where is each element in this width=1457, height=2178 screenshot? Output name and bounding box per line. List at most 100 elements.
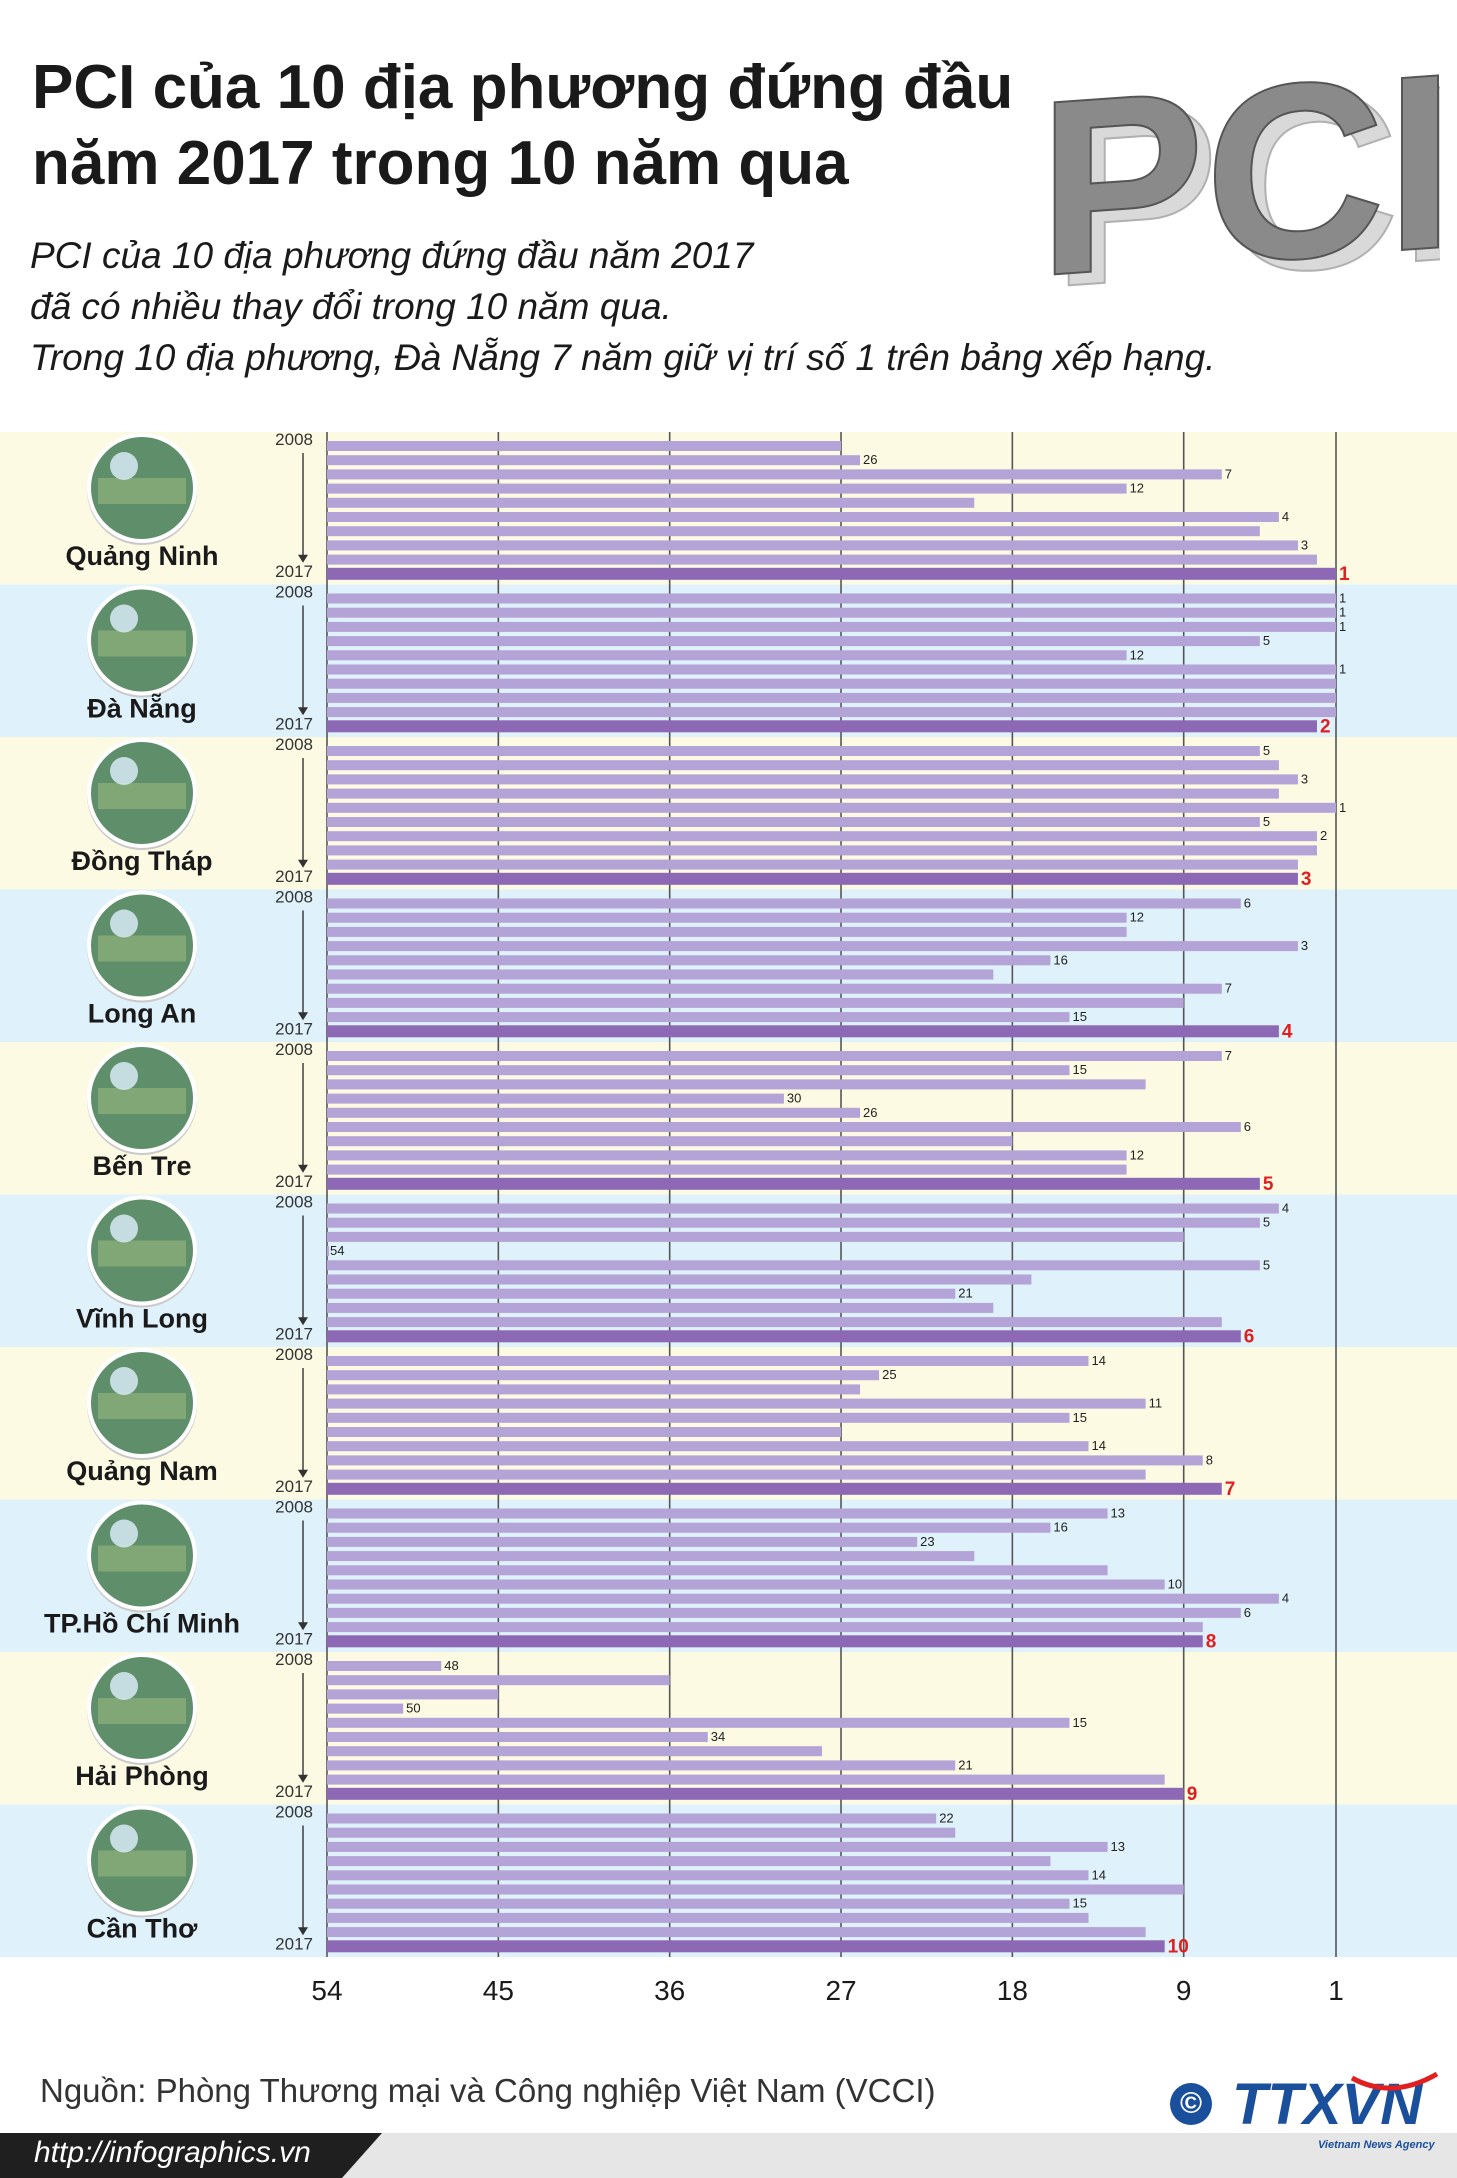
- rank-label: 14: [1092, 1353, 1106, 1368]
- pci-logo-face: PCI: [1038, 21, 1440, 310]
- rank-label: 54: [330, 1243, 344, 1258]
- bar: [327, 1441, 1089, 1452]
- region-name: Cần Thơ: [87, 1914, 198, 1944]
- bar: [327, 469, 1222, 480]
- rank-label: 4: [1282, 1591, 1289, 1606]
- rank-label: 25: [882, 1367, 896, 1382]
- rank-label: 2: [1320, 828, 1327, 843]
- bar: [327, 1607, 1241, 1618]
- rank-label: 13: [1111, 1506, 1125, 1521]
- rank-label: 15: [1072, 1896, 1086, 1911]
- rank-label: 12: [1130, 647, 1144, 662]
- bar: [327, 1427, 842, 1437]
- bar: [327, 1122, 1241, 1132]
- river-boat-icon: [110, 1062, 138, 1090]
- bar: [327, 1079, 1146, 1090]
- bar: [327, 1107, 861, 1118]
- rank-label: 3: [1301, 771, 1308, 786]
- rank-label: 3: [1301, 938, 1308, 953]
- subtitle-line-2: đã có nhiều thay đổi trong 10 năm qua.: [30, 286, 672, 327]
- bar: [327, 1246, 329, 1257]
- year-label-end: 2017: [275, 1629, 313, 1648]
- bar: [327, 1093, 784, 1104]
- rank-label: 11: [1149, 1396, 1163, 1411]
- rank-label: 48: [444, 1658, 458, 1673]
- rank-label: 8: [1206, 1452, 1213, 1467]
- year-arrow-head: [298, 1622, 308, 1631]
- rank-label: 5: [1263, 633, 1270, 648]
- bar: [327, 526, 1260, 537]
- ttxvn-logo-text: TTXVN: [1232, 2072, 1423, 2134]
- rank-label: 12: [1130, 1147, 1144, 1162]
- year-arrow-head: [298, 1317, 308, 1326]
- bar: [327, 497, 975, 508]
- bar: [327, 1565, 1108, 1576]
- bar: [327, 621, 1336, 632]
- bar: [327, 455, 861, 466]
- bar: [327, 636, 1260, 647]
- x-tick-label: 27: [825, 1975, 856, 2006]
- year-label-end: 2017: [275, 562, 313, 581]
- region-name: Long An: [88, 999, 196, 1029]
- bar: [327, 1522, 1051, 1533]
- bar: [327, 983, 1222, 994]
- bar: [327, 997, 1184, 1008]
- rank-label: 1: [1339, 619, 1346, 634]
- x-tick-label: 18: [997, 1975, 1028, 2006]
- year-label-end: 2017: [275, 1324, 313, 1343]
- bar: [327, 1455, 1203, 1466]
- year-label-end: 2017: [275, 1477, 313, 1496]
- bar: [327, 831, 1317, 842]
- bar: [327, 607, 1336, 618]
- year-arrow-head: [298, 554, 308, 563]
- rank-label: 5: [1263, 743, 1270, 758]
- clock-tower-icon: [110, 1519, 138, 1548]
- rank-label: 10: [1168, 1577, 1182, 1592]
- bar: [327, 1051, 1222, 1061]
- rank-label-2017: 5: [1263, 1174, 1274, 1195]
- rank-label: 1: [1339, 800, 1346, 815]
- bay-islands-icon: [98, 478, 186, 504]
- rank-label-2017: 6: [1244, 1326, 1255, 1347]
- rank-label-2017: 2: [1320, 716, 1331, 737]
- bar: [327, 1065, 1070, 1076]
- rank-label: 14: [1092, 1438, 1106, 1453]
- bar: [327, 1717, 1070, 1728]
- region-name: Quảng Ninh: [66, 541, 219, 571]
- pci-logo-shadow: PCI: [1052, 32, 1440, 310]
- region-name: Quảng Nam: [66, 1456, 218, 1486]
- rank-label-2017: 10: [1168, 1936, 1189, 1957]
- x-tick-label: 1: [1328, 1975, 1344, 2006]
- bar: [327, 1164, 1127, 1175]
- bar: [327, 912, 1127, 923]
- bar: [327, 788, 1279, 799]
- rank-label: 5: [1263, 1257, 1270, 1272]
- bar: [327, 1136, 1013, 1147]
- ttxvn-logo: TTXVN: [1232, 2071, 1439, 2134]
- rank-label: 12: [1130, 910, 1144, 925]
- rank-label: 16: [1053, 1520, 1067, 1535]
- website-link[interactable]: http://infographics.vn: [34, 2136, 311, 2169]
- region-name: Vĩnh Long: [76, 1304, 208, 1334]
- bar: [327, 859, 1298, 870]
- rank-label: 21: [958, 1757, 972, 1772]
- bar: [327, 707, 1336, 718]
- bar: [327, 1217, 1260, 1228]
- rank-label-2017: 1: [1339, 564, 1350, 585]
- bar: [327, 567, 1336, 580]
- year-label-start: 2008: [275, 1193, 313, 1212]
- bar: [327, 898, 1241, 909]
- fruit-market-icon: [98, 1850, 186, 1877]
- rank-label: 21: [958, 1286, 972, 1301]
- bar: [327, 1898, 1070, 1909]
- bar: [327, 1012, 1070, 1023]
- rank-label: 7: [1225, 981, 1232, 996]
- container-port-icon: [110, 1672, 138, 1700]
- bar: [327, 483, 1127, 494]
- year-label-start: 2008: [275, 888, 313, 907]
- bar: [327, 512, 1279, 522]
- fruit-market-icon: [110, 1824, 138, 1853]
- agency-name: Vietnam News Agency: [1318, 2139, 1435, 2151]
- rank-label: 7: [1225, 466, 1232, 481]
